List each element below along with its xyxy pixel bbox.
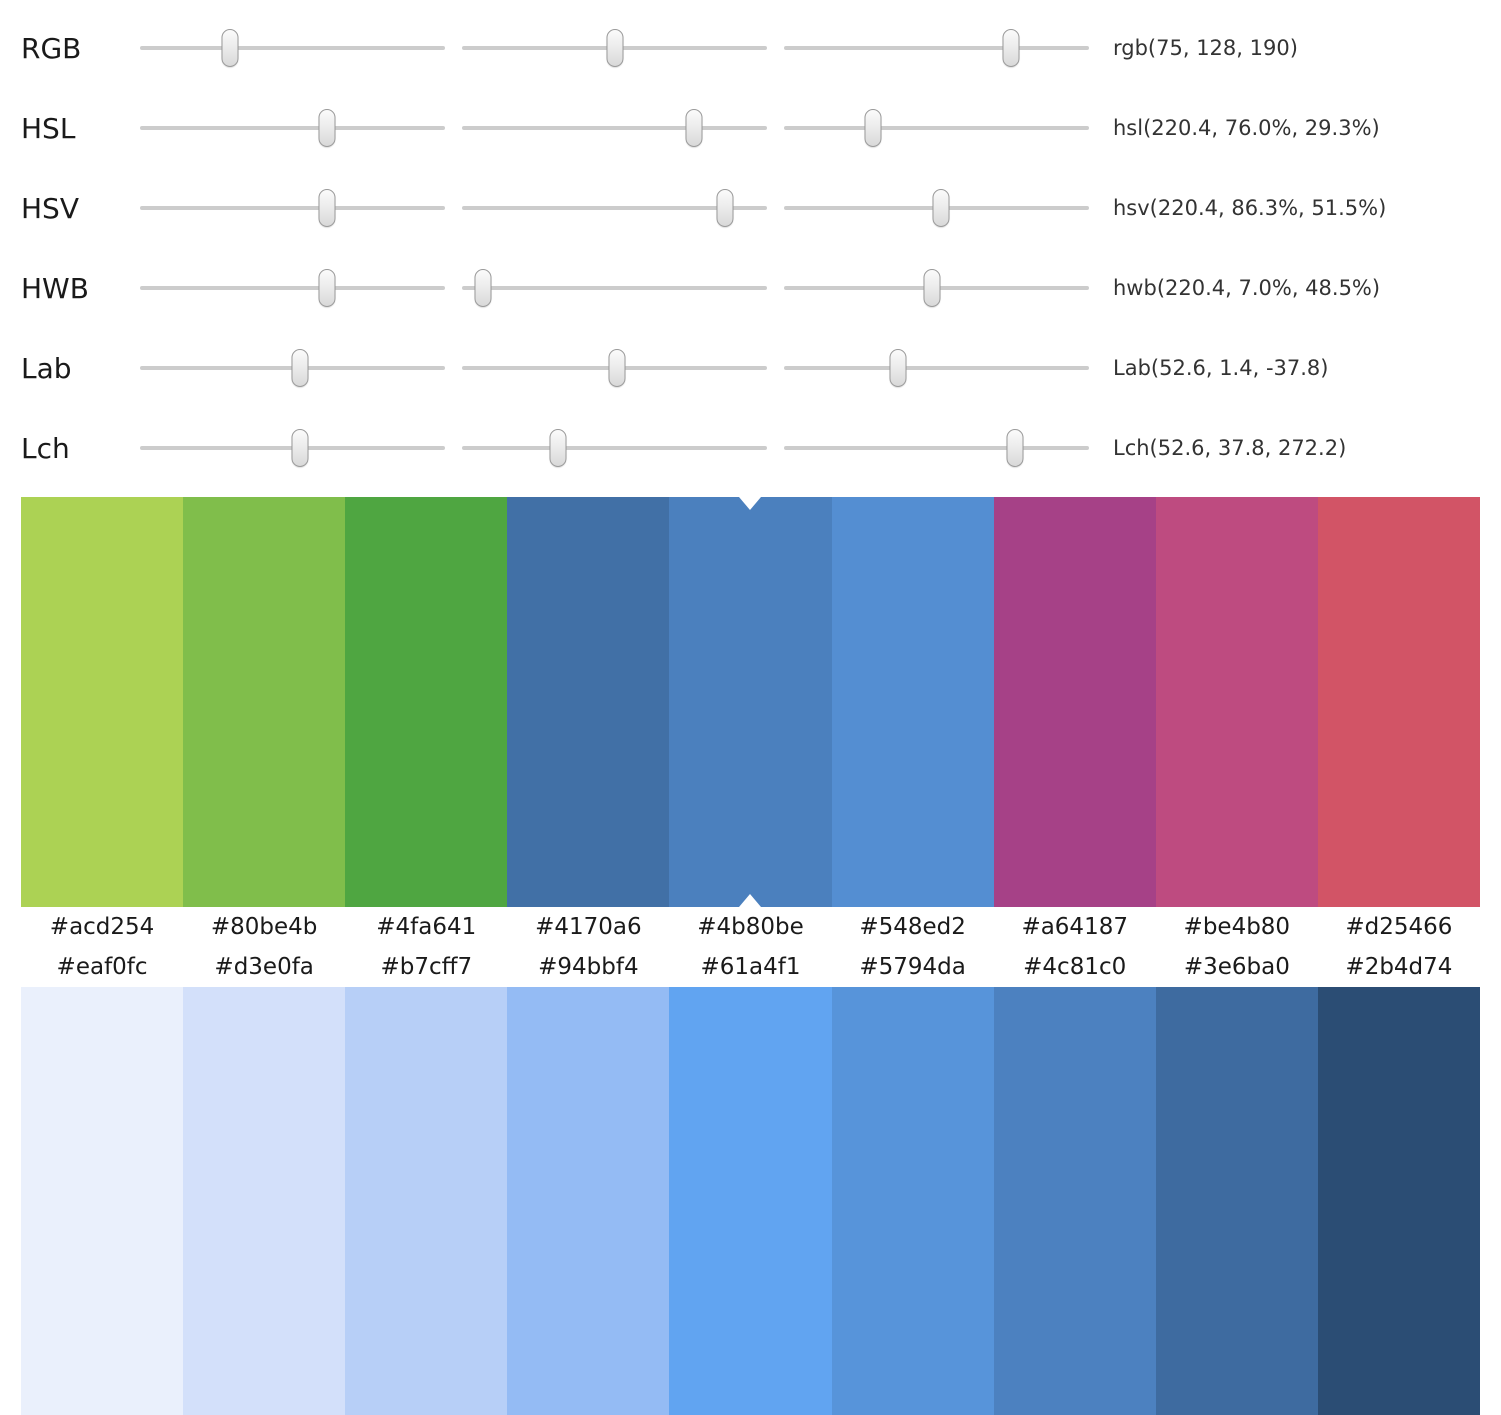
swatch-hex-label: #548ed2 — [859, 914, 966, 940]
palette-swatch[interactable] — [1317, 987, 1480, 1415]
color-model-label: RGB — [21, 31, 82, 65]
swatch-hex-label: #4b80be — [697, 914, 804, 940]
palette-swatch[interactable] — [831, 987, 994, 1415]
shade-palette-hex-labels: #eaf0fc #d3e0fa #b7cff7 #94bbf4 #61a4f1 #5794… — [21, 947, 1480, 987]
slider-thumb-hsl-s[interactable] — [685, 109, 703, 147]
swatch-hex-label: #b7cff7 — [380, 954, 473, 980]
slider-row-rgb: RGB rgb(75, 128, 190) — [21, 8, 1501, 88]
hue-palette — [21, 497, 1480, 907]
slider-thumb-hsv-s[interactable] — [716, 189, 734, 227]
color-value-readout-hwb: hwb(220.4, 7.0%, 48.5%) — [1113, 276, 1381, 300]
palette-swatch[interactable] — [21, 497, 184, 907]
lab-slider-a[interactable] — [462, 349, 767, 387]
hsv-slider-s[interactable] — [462, 189, 767, 227]
palette-swatch[interactable] — [1155, 987, 1318, 1415]
swatch-hex-label: #d25466 — [1345, 914, 1453, 940]
palette-swatch[interactable] — [21, 987, 184, 1415]
swatch-hex-label: #4170a6 — [535, 914, 642, 940]
hwb-slider-b[interactable] — [784, 269, 1089, 307]
slider-thumb-hsv-h[interactable] — [318, 189, 336, 227]
slider-thumb-rgb-g[interactable] — [606, 29, 624, 67]
lab-slider-l[interactable] — [140, 349, 445, 387]
slider-thumb-rgb-r[interactable] — [221, 29, 239, 67]
color-value-readout-lab: Lab(52.6, 1.4, -37.8) — [1113, 356, 1329, 380]
slider-thumb-lch-l[interactable] — [291, 429, 309, 467]
color-model-label: HWB — [21, 271, 89, 305]
swatch-hex-label: #4fa641 — [376, 914, 477, 940]
slider-thumb-hsv-v[interactable] — [932, 189, 950, 227]
slider-thumb-hwb-h[interactable] — [318, 269, 336, 307]
current-color-marker-top-icon — [739, 497, 762, 510]
palette-swatch[interactable] — [669, 987, 832, 1415]
slider-row-hsl: HSL hsl(220.4, 76.0%, 29.3%) — [21, 88, 1501, 168]
slider-thumb-lab-a[interactable] — [608, 349, 626, 387]
color-value-readout-rgb: rgb(75, 128, 190) — [1113, 36, 1298, 60]
rgb-slider-b[interactable] — [784, 29, 1089, 67]
lab-slider-b[interactable] — [784, 349, 1089, 387]
palette-swatch[interactable] — [183, 497, 346, 907]
swatch-hex-label: #a64187 — [1021, 914, 1128, 940]
slider-row-lch: Lch Lch(52.6, 37.8, 272.2) — [21, 408, 1501, 488]
color-model-label: Lab — [21, 351, 72, 385]
slider-thumb-hsl-h[interactable] — [318, 109, 336, 147]
swatch-hex-label: #d3e0fa — [214, 954, 314, 980]
swatch-hex-label: #acd254 — [49, 914, 155, 940]
palette-swatch[interactable] — [993, 987, 1156, 1415]
palette-swatch[interactable] — [1155, 497, 1318, 907]
palette-swatch[interactable] — [669, 497, 832, 907]
color-value-readout-hsl: hsl(220.4, 76.0%, 29.3%) — [1113, 116, 1380, 140]
color-value-readout-hsv: hsv(220.4, 86.3%, 51.5%) — [1113, 196, 1387, 220]
lch-slider-h[interactable] — [784, 429, 1089, 467]
lch-slider-l[interactable] — [140, 429, 445, 467]
hwb-slider-w[interactable] — [462, 269, 767, 307]
color-model-label: HSV — [21, 191, 79, 225]
palette-swatch[interactable] — [183, 987, 346, 1415]
hsl-slider-l[interactable] — [784, 109, 1089, 147]
color-model-label: Lch — [21, 431, 70, 465]
slider-thumb-lch-c[interactable] — [549, 429, 567, 467]
palette-swatch[interactable] — [507, 987, 670, 1415]
palette-swatch[interactable] — [345, 497, 508, 907]
swatch-hex-label: #94bbf4 — [538, 954, 639, 980]
slider-thumb-hwb-b[interactable] — [923, 269, 941, 307]
slider-thumb-lab-b[interactable] — [889, 349, 907, 387]
shade-palette — [21, 987, 1480, 1415]
slider-row-hwb: HWB hwb(220.4, 7.0%, 48.5%) — [21, 248, 1501, 328]
palette-swatch[interactable] — [1317, 497, 1480, 907]
rgb-slider-g[interactable] — [462, 29, 767, 67]
current-color-marker-bottom-icon — [739, 894, 762, 907]
swatch-hex-label: #3e6ba0 — [1183, 954, 1290, 980]
swatch-hex-label: #61a4f1 — [700, 954, 801, 980]
swatch-hex-label: #5794da — [859, 954, 966, 980]
rgb-slider-r[interactable] — [140, 29, 445, 67]
slider-row-hsv: HSV hsv(220.4, 86.3%, 51.5%) — [21, 168, 1501, 248]
lch-slider-c[interactable] — [462, 429, 767, 467]
color-model-label: HSL — [21, 111, 76, 145]
hsv-slider-v[interactable] — [784, 189, 1089, 227]
hsl-slider-h[interactable] — [140, 109, 445, 147]
swatch-hex-label: #80be4b — [210, 914, 318, 940]
slider-thumb-hsl-l[interactable] — [864, 109, 882, 147]
hue-palette-hex-labels: #acd254 #80be4b #4fa641 #4170a6 #4b80be #548e… — [21, 907, 1480, 947]
palette-swatch[interactable] — [831, 497, 994, 907]
palette-swatch[interactable] — [993, 497, 1156, 907]
hsl-slider-s[interactable] — [462, 109, 767, 147]
slider-thumb-hwb-w[interactable] — [474, 269, 492, 307]
color-value-readout-lch: Lch(52.6, 37.8, 272.2) — [1113, 436, 1347, 460]
swatch-hex-label: #2b4d74 — [1345, 954, 1453, 980]
slider-thumb-rgb-b[interactable] — [1002, 29, 1020, 67]
slider-thumb-lab-l[interactable] — [291, 349, 309, 387]
swatch-hex-label: #eaf0fc — [56, 954, 148, 980]
palette-swatch[interactable] — [507, 497, 670, 907]
hwb-slider-h[interactable] — [140, 269, 445, 307]
slider-section: RGB rgb(75, 128, 190) HSL hsl(220.4, 76.0%,… — [0, 0, 1501, 488]
swatch-hex-label: #4c81c0 — [1023, 954, 1127, 980]
palette-swatch[interactable] — [345, 987, 508, 1415]
slider-thumb-lch-h[interactable] — [1006, 429, 1024, 467]
swatch-hex-label: #be4b80 — [1183, 914, 1291, 940]
hsv-slider-h[interactable] — [140, 189, 445, 227]
slider-row-lab: Lab Lab(52.6, 1.4, -37.8) — [21, 328, 1501, 408]
